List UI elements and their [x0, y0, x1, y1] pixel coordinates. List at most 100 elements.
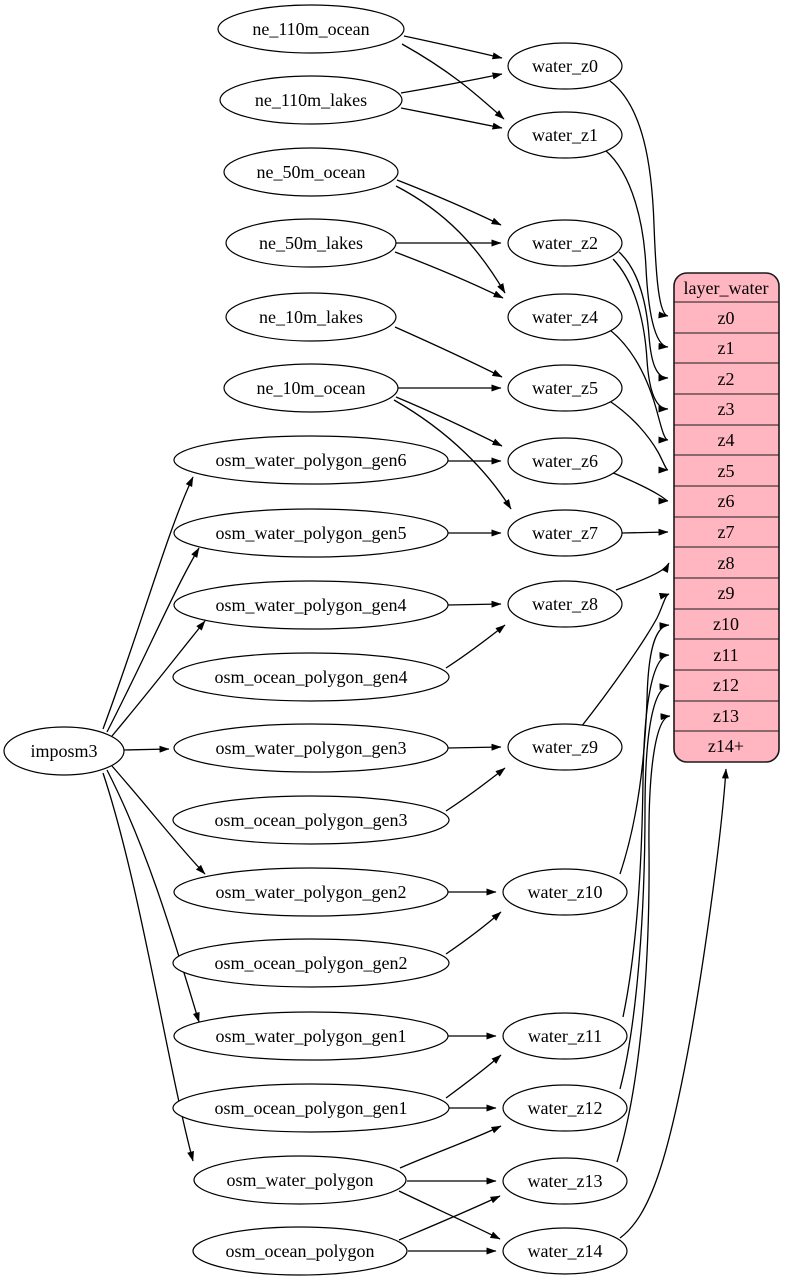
- edge-osm_ocean_polygon-water_z13: [398, 1195, 501, 1241]
- node-ne_10m_ocean: ne_10m_ocean: [223, 363, 399, 413]
- ne_110m_ocean-ellipse: [217, 4, 405, 54]
- node-water_z14: water_z14: [502, 1227, 628, 1275]
- row-z14plus: z14+: [708, 736, 744, 756]
- edge-ne_50m_ocean-water_z2: [396, 179, 502, 226]
- water_z7-label: water_z7: [532, 523, 598, 543]
- edge-ne_50m_ocean-water_z4: [395, 185, 506, 294]
- water_z4-ellipse: [507, 293, 623, 341]
- osm_water_polygon_gen5-label: osm_water_polygon_gen5: [216, 523, 407, 543]
- edge-imposm3-osm_water_polygon: [102, 772, 194, 1162]
- ne_50m_lakes-ellipse: [225, 218, 397, 268]
- water_z10-ellipse: [502, 868, 628, 916]
- row-z7: z7: [718, 522, 735, 542]
- water_z9-ellipse: [507, 723, 623, 771]
- node-osm_water_polygon_gen2: osm_water_polygon_gen2: [173, 867, 449, 917]
- water_z6-ellipse: [507, 437, 623, 485]
- osm_water_polygon_gen6-label: osm_water_polygon_gen6: [216, 450, 407, 470]
- node-osm_water_polygon_gen4: osm_water_polygon_gen4: [173, 580, 449, 630]
- edge-water_z8-row_z8: [615, 562, 670, 591]
- node-water_z6: water_z6: [507, 437, 623, 485]
- source-nodes: ne_110m_ocean ne_110m_lakes ne_50m_ocean…: [172, 4, 450, 1276]
- row-z5: z5: [718, 461, 735, 481]
- water_z1-ellipse: [507, 111, 623, 159]
- node-ne_10m_lakes: ne_10m_lakes: [225, 292, 397, 342]
- osm_ocean_polygon_gen3-label: osm_ocean_polygon_gen3: [215, 810, 408, 830]
- edge-ne_10m_ocean-water_z7: [393, 399, 512, 510]
- node-ne_110m_lakes: ne_110m_lakes: [219, 75, 403, 125]
- row-z1: z1: [718, 338, 735, 358]
- imposm3-label: imposm3: [30, 741, 97, 761]
- edge-water_z9-row_z9: [580, 592, 670, 728]
- water_z12-ellipse: [502, 1084, 628, 1132]
- water-nodes: water_z0 water_z1 water_z2 water_z4 wate…: [502, 42, 628, 1275]
- edge-ne_110m_lakes-water_z0: [400, 72, 503, 94]
- imposm3-ellipse: [3, 726, 125, 776]
- osm_ocean_polygon_gen1-ellipse: [172, 1083, 450, 1133]
- node-water_z13: water_z13: [502, 1157, 628, 1205]
- water_z14-ellipse: [502, 1227, 628, 1275]
- node-water_z7: water_z7: [507, 509, 623, 557]
- osm_ocean_polygon_gen2-label: osm_ocean_polygon_gen2: [215, 953, 408, 973]
- row-z3: z3: [718, 399, 735, 419]
- layer-water-table: layer_water z0 z1 z2 z3 z4 z5 z6 z7 z8 z…: [673, 272, 780, 763]
- water_z8-label: water_z8: [532, 594, 598, 614]
- node-osm_ocean_polygon_gen4: osm_ocean_polygon_gen4: [172, 652, 450, 702]
- ne_10m_ocean-label: ne_10m_ocean: [257, 378, 366, 398]
- edge-osm_water_polygon-water_z12: [399, 1125, 502, 1169]
- osm_water_polygon_gen4-label: osm_water_polygon_gen4: [216, 595, 407, 615]
- row-z0: z0: [718, 308, 735, 328]
- osm_water_polygon-label: osm_water_polygon: [227, 1170, 374, 1190]
- edge-imposm3-osm_water_polygon_gen2: [111, 765, 206, 875]
- layer-water-title: layer_water: [684, 278, 769, 298]
- osm_water_polygon_gen1-ellipse: [173, 1011, 449, 1061]
- node-ne_50m_lakes: ne_50m_lakes: [225, 218, 397, 268]
- osm_water_polygon_gen3-ellipse: [173, 723, 449, 773]
- edge-osm_water_polygon_gen4-water_z8: [447, 600, 502, 608]
- ne_50m_lakes-label: ne_50m_lakes: [259, 233, 363, 253]
- row-z9: z9: [718, 583, 735, 603]
- osm_ocean_polygon_gen1-label: osm_ocean_polygon_gen1: [215, 1098, 408, 1118]
- edge-water_z2-row_z3: [612, 258, 669, 413]
- edge-osm_ocean_polygon_gen4-water_z8: [445, 624, 506, 669]
- water_z2-ellipse: [507, 219, 623, 267]
- edge-water_z0-row_z0: [609, 80, 669, 319]
- water_z13-label: water_z13: [528, 1171, 603, 1191]
- row-z4: z4: [718, 430, 735, 450]
- water_z1-label: water_z1: [532, 125, 598, 145]
- edge-ne_10m_ocean-water_z6: [395, 396, 503, 447]
- edge-ne_110m_ocean-water_z0: [403, 35, 503, 60]
- edge-imposm3-osm_water_polygon_gen6: [102, 476, 194, 730]
- water_z6-label: water_z6: [532, 451, 598, 471]
- node-osm_ocean_polygon_gen2: osm_ocean_polygon_gen2: [172, 938, 450, 988]
- node-imposm3: imposm3: [3, 726, 125, 776]
- ne_110m_lakes-ellipse: [219, 75, 403, 125]
- node-water_z12: water_z12: [502, 1084, 628, 1132]
- osm_water_polygon_gen5-ellipse: [173, 508, 449, 558]
- node-osm_ocean_polygon_gen1: osm_ocean_polygon_gen1: [172, 1083, 450, 1133]
- osm_ocean_polygon-ellipse: [192, 1226, 408, 1276]
- node-water_z8: water_z8: [507, 580, 623, 628]
- water_z8-ellipse: [507, 580, 623, 628]
- ne_10m_lakes-ellipse: [225, 292, 397, 342]
- edge-water_z13-row_z13: [616, 713, 671, 1163]
- osm_ocean_polygon_gen2-ellipse: [172, 938, 450, 988]
- edge-osm_water_polygon_gen3-water_z9: [447, 743, 502, 751]
- node-water_z11: water_z11: [502, 1012, 628, 1060]
- water_z4-label: water_z4: [532, 307, 598, 327]
- water_z11-ellipse: [502, 1012, 628, 1060]
- water_z12-label: water_z12: [528, 1098, 603, 1118]
- edge-water_z4-row_z4: [609, 329, 669, 444]
- row-z8: z8: [718, 553, 735, 573]
- node-water_z9: water_z9: [507, 723, 623, 771]
- row-z6: z6: [718, 491, 735, 511]
- layer-water-row-separators: [674, 301, 779, 732]
- edge-water_z6-row_z6: [610, 471, 669, 505]
- edge-water_z1-row_z1: [604, 149, 669, 350]
- osm_water_polygon_gen3-label: osm_water_polygon_gen3: [216, 738, 407, 758]
- node-water_z10: water_z10: [502, 868, 628, 916]
- row-z12: z12: [713, 675, 739, 695]
- edge-water_z14-row_z14plus: [619, 768, 729, 1239]
- osm_water_polygon_gen2-label: osm_water_polygon_gen2: [216, 882, 407, 902]
- water_z5-ellipse: [507, 364, 623, 412]
